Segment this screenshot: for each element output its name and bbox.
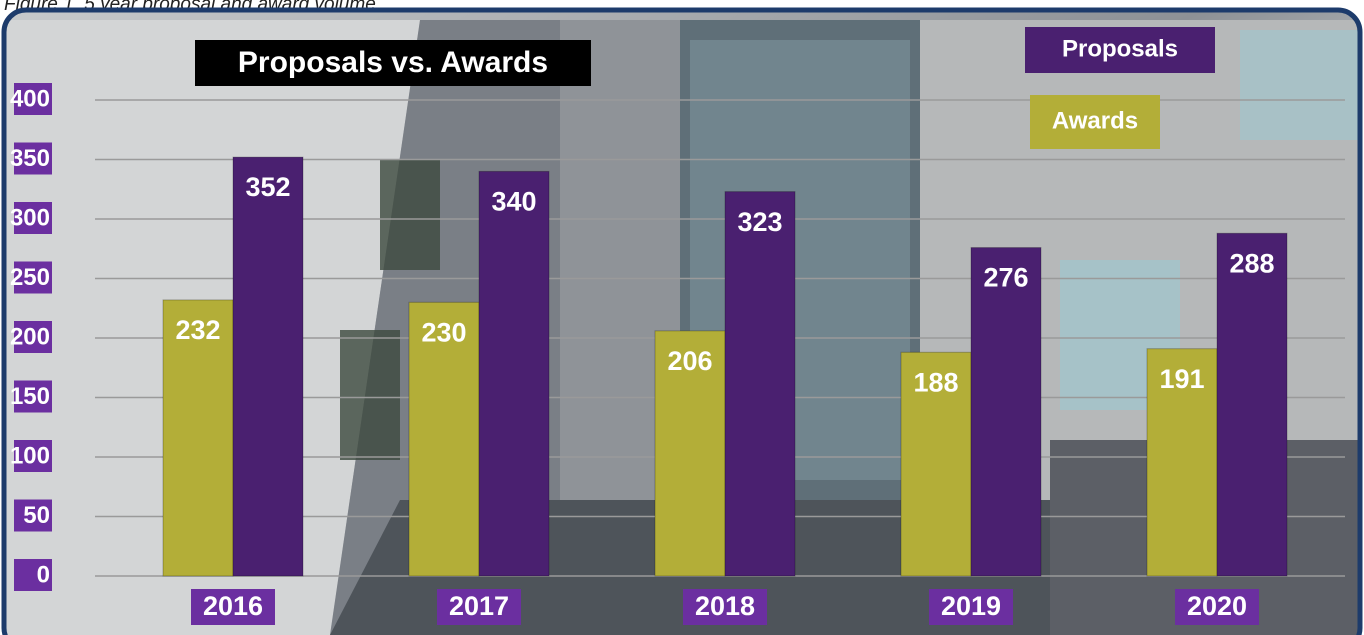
bar: [1216, 232, 1288, 577]
legend-label: Proposals: [1062, 35, 1178, 62]
x-tick-box: [683, 589, 767, 625]
y-tick-label: 100: [10, 442, 50, 469]
x-tick-box: [1175, 589, 1259, 625]
y-tick-box: [14, 380, 52, 413]
legend-box: [1030, 95, 1160, 149]
y-tick-label: 200: [10, 323, 50, 350]
y-tick-box: [14, 559, 52, 591]
legend-label: Awards: [1052, 107, 1138, 134]
y-tick-box: [14, 83, 52, 115]
x-tick-box: [191, 589, 275, 625]
bar: [970, 247, 1042, 577]
y-tick-box: [14, 499, 52, 532]
bar: [232, 156, 304, 577]
value-label: 191: [1159, 364, 1204, 394]
value-label: 188: [913, 367, 958, 397]
bar: [900, 351, 972, 577]
value-label: 352: [245, 172, 290, 202]
y-tick-box: [14, 321, 52, 353]
bar: [408, 301, 480, 577]
bar: [162, 299, 234, 577]
chart-title: Proposals vs. Awards: [238, 46, 548, 79]
frame: [1, 7, 1363, 635]
value-label: 340: [491, 187, 536, 217]
value-label: 288: [1229, 248, 1274, 278]
bar: [654, 330, 726, 577]
x-tick-label: 2016: [203, 591, 263, 621]
y-tick-label: 400: [10, 85, 50, 112]
bar: [1146, 348, 1218, 577]
value-label: 230: [421, 317, 466, 347]
y-tick-box: [14, 261, 52, 294]
bar: [478, 170, 550, 577]
y-tick-label: 0: [37, 561, 50, 588]
value-label: 206: [667, 346, 712, 376]
y-tick-box: [14, 142, 52, 175]
legend-box: [1025, 27, 1215, 73]
x-tick-box: [437, 589, 521, 625]
y-tick-label: 300: [10, 204, 50, 231]
bar: [724, 191, 796, 577]
y-tick-label: 350: [10, 145, 50, 172]
y-tick-box: [14, 202, 52, 234]
x-tick-label: 2017: [449, 591, 509, 621]
y-tick-label: 150: [10, 383, 50, 410]
value-label: 276: [983, 263, 1028, 293]
x-tick-box: [929, 589, 1013, 625]
title-box: [195, 40, 591, 86]
x-tick-label: 2018: [695, 591, 755, 621]
value-label: 323: [737, 207, 782, 237]
value-label: 232: [175, 315, 220, 345]
y-tick-label: 250: [10, 264, 50, 291]
y-tick-label: 50: [23, 502, 50, 529]
y-tick-box: [14, 440, 52, 472]
x-tick-label: 2019: [941, 591, 1001, 621]
x-tick-label: 2020: [1187, 591, 1247, 621]
